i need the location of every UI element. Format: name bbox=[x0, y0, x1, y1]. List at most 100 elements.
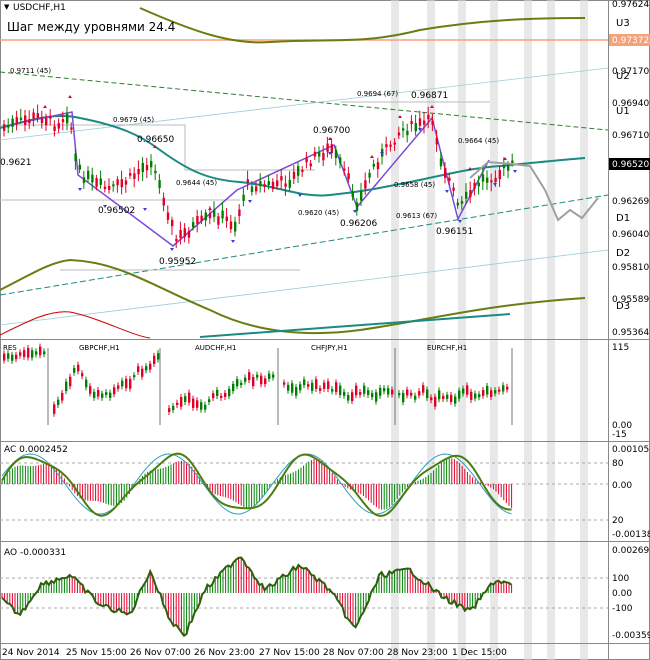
mini-candle-body bbox=[406, 389, 409, 396]
mini-sym-gbpchf: GBPCHF,H1 bbox=[79, 344, 120, 352]
mini-candle-body bbox=[283, 382, 286, 385]
time-axis[interactable]: 24 Nov 2014 25 Nov 15:00 26 Nov 07:00 26… bbox=[2, 648, 507, 658]
label-96206: 0.96206 bbox=[340, 219, 377, 229]
label-96502: 0.96502 bbox=[98, 206, 135, 216]
candle-body bbox=[263, 184, 266, 187]
mini-candle-body bbox=[57, 399, 60, 405]
sub-9664: 0.9664 (45) bbox=[458, 137, 499, 145]
mini-candle-body bbox=[256, 374, 259, 378]
dropdown-arrow-icon[interactable]: ▼ bbox=[4, 3, 10, 11]
ac-scale-1: 80 bbox=[612, 459, 624, 469]
candle-body bbox=[192, 222, 195, 228]
candle-body bbox=[183, 228, 186, 237]
main-price-panel[interactable]: ▼ USDCHF,H1 Шаг между уровнями 24.4 0.96… bbox=[0, 0, 610, 660]
mini-candle-body bbox=[466, 385, 469, 395]
mini-candle-body bbox=[35, 351, 38, 355]
candle-body bbox=[486, 177, 489, 183]
candle-body bbox=[250, 186, 254, 193]
mini-candle-body bbox=[331, 389, 334, 392]
price-tick-0: 0.97624 bbox=[612, 0, 649, 10]
candle-body bbox=[322, 152, 325, 161]
fractal-marker bbox=[231, 240, 235, 243]
teal-moving-average bbox=[0, 114, 586, 197]
multi-symbol-panel[interactable]: RES GBPCHF,H1 AUDCHF,H1 CHFJPY,H1 EURCHF… bbox=[0, 339, 650, 442]
candle-body bbox=[28, 119, 31, 124]
mini-candle-body bbox=[129, 378, 132, 389]
time-tick-6: 28 Nov 23:00 bbox=[387, 648, 448, 658]
mini-candle-body bbox=[228, 388, 231, 397]
price-tick-6: 0.95810 bbox=[612, 263, 649, 273]
mini-candle-body bbox=[398, 393, 401, 396]
mini-candle-body bbox=[93, 391, 96, 398]
mini-candle-body bbox=[434, 396, 437, 407]
mini-candle-body bbox=[168, 408, 171, 413]
candle-body bbox=[347, 173, 350, 180]
sub-9711: 0.9711 (45) bbox=[10, 67, 51, 75]
mini-candle-body bbox=[371, 393, 374, 398]
candle-body bbox=[351, 191, 354, 198]
mini-candle-body bbox=[359, 391, 362, 395]
price-tick-4: 0.96269 bbox=[612, 197, 649, 207]
ao-scale-4: -0.0035947 bbox=[612, 631, 650, 641]
ao-indicator-panel[interactable]: AO -0.000331 0.0026926 100 0.00 -100 -0.… bbox=[0, 546, 650, 644]
lower-trend-line bbox=[0, 194, 609, 296]
orange-price-tag bbox=[609, 34, 650, 46]
shade-band bbox=[391, 0, 399, 660]
candle-body bbox=[133, 173, 136, 179]
candle-body bbox=[175, 238, 178, 242]
fractal-marker bbox=[103, 205, 107, 208]
price-axis[interactable]: 0.97624 0.97170 0.96940 0.96710 0.96269 … bbox=[608, 0, 650, 660]
mini-candle-body bbox=[446, 394, 449, 399]
mini-candle-body bbox=[73, 367, 76, 373]
mini-candle-body bbox=[347, 395, 350, 401]
mini-candle-body bbox=[264, 378, 267, 385]
mini-candle-body bbox=[31, 350, 34, 358]
mini-candle-body bbox=[244, 377, 247, 382]
mini-candle-body bbox=[97, 390, 100, 397]
candle-body bbox=[288, 179, 291, 188]
mini-candle-body bbox=[3, 353, 6, 361]
fractal-marker bbox=[328, 137, 332, 140]
candle-body bbox=[103, 186, 107, 190]
candle-body bbox=[204, 212, 207, 221]
candle-body bbox=[242, 194, 245, 201]
mini-candle-body bbox=[307, 384, 310, 387]
candle-body bbox=[187, 231, 191, 238]
fractal-marker bbox=[248, 200, 252, 203]
mini-candle-body bbox=[153, 355, 156, 364]
candle-body bbox=[15, 117, 18, 125]
candle-body bbox=[393, 142, 396, 145]
mini-candle-body bbox=[149, 363, 152, 370]
candle-body bbox=[498, 169, 501, 180]
candle-body bbox=[141, 162, 144, 173]
candle-body bbox=[200, 215, 203, 221]
level-u2: U2 bbox=[616, 71, 630, 82]
mini-candle-body bbox=[426, 389, 429, 399]
symbol-header[interactable]: ▼ USDCHF,H1 bbox=[4, 3, 66, 13]
candle-body bbox=[460, 201, 464, 204]
fractal-marker bbox=[170, 248, 174, 251]
mini-candle-body bbox=[458, 390, 461, 399]
time-tick-7: 1 Dec 15:00 bbox=[452, 648, 507, 658]
candle-body bbox=[313, 151, 317, 157]
candle-body bbox=[179, 230, 182, 238]
candle-body bbox=[444, 167, 447, 178]
candle-body bbox=[66, 113, 69, 124]
mini-candle-body bbox=[53, 404, 56, 414]
sub-9644: 0.9644 (45) bbox=[176, 179, 217, 187]
level-u1: U1 bbox=[616, 106, 630, 117]
candle-body bbox=[208, 213, 212, 219]
candle-body bbox=[481, 174, 485, 182]
mini-candle-body bbox=[478, 394, 481, 398]
mini-candle-body bbox=[482, 389, 485, 396]
upper-guide-line bbox=[0, 67, 609, 141]
candle-body bbox=[435, 137, 438, 145]
mini-candle-body bbox=[19, 352, 22, 356]
mini-candle-body bbox=[462, 388, 465, 394]
mini-candle-body bbox=[121, 380, 124, 387]
shade-band bbox=[547, 0, 555, 660]
ac-indicator-panel[interactable]: AC 0.0002452 0.0010570 80 0.00 20 -0.001… bbox=[0, 445, 650, 542]
candle-body bbox=[301, 169, 304, 172]
mini-sym-chfjpy: CHFJPY,H1 bbox=[311, 344, 348, 352]
